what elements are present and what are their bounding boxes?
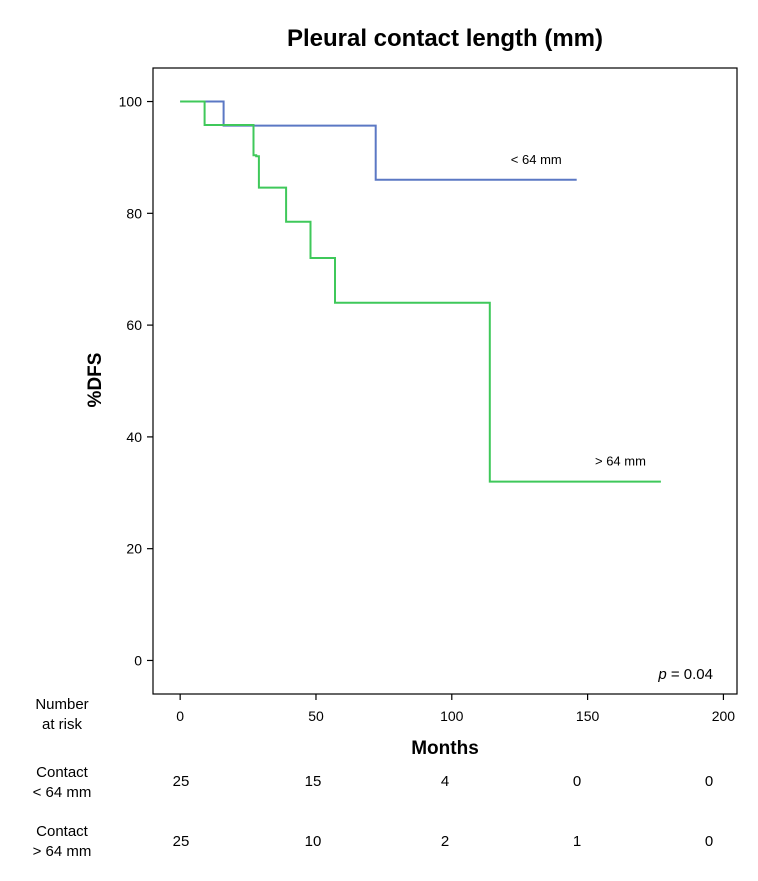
axes: 0 20 40 60 80 100 0 50 100 150 200 <box>119 94 736 724</box>
x-tick-label: 50 <box>308 708 324 724</box>
risk-header-line2: at risk <box>41 716 82 733</box>
y-tick-label: 40 <box>126 429 142 445</box>
risk-header-line1: Number <box>35 696 89 713</box>
risk-value: 0 <box>704 773 714 790</box>
risk-table-header: Number at risk <box>12 695 112 735</box>
risk-row-label-line2: < 64 mm <box>32 784 92 801</box>
x-tick-label: 150 <box>576 708 600 724</box>
risk-value: 10 <box>304 833 322 850</box>
risk-value: 25 <box>172 833 190 850</box>
p-value: = 0.04 <box>667 666 713 683</box>
survival-curves <box>180 100 661 483</box>
risk-row-label-line2: > 64 mm <box>32 843 92 860</box>
series-label-1: < 64 mm <box>511 152 562 167</box>
chart-title: Pleural contact length (mm) <box>287 25 603 52</box>
risk-row-label-line1: Contact <box>36 823 88 840</box>
p-symbol: p <box>657 666 666 683</box>
risk-row-label-2: Contact > 64 mm <box>12 822 112 862</box>
series-line-1 <box>180 100 577 181</box>
y-tick-label: 60 <box>126 317 142 333</box>
series-label-2: > 64 mm <box>595 454 646 469</box>
x-tick-label: 100 <box>440 708 464 724</box>
risk-value: 25 <box>172 773 190 790</box>
risk-value: 2 <box>440 833 450 850</box>
risk-row-label-line1: Contact <box>36 764 88 781</box>
risk-value: 0 <box>572 773 582 790</box>
p-value-annotation: p = 0.04 <box>657 666 713 683</box>
curve-labels: < 64 mm > 64 mm <box>511 152 646 469</box>
risk-value: 15 <box>304 773 322 790</box>
y-tick-label: 80 <box>126 205 142 221</box>
risk-value: 0 <box>704 833 714 850</box>
y-tick-label: 20 <box>126 541 142 557</box>
risk-value: 1 <box>572 833 582 850</box>
y-tick-label: 100 <box>119 94 143 110</box>
series-line-2 <box>180 100 661 483</box>
plot-frame <box>152 67 738 695</box>
x-axis-label: Months <box>411 738 479 759</box>
risk-row-label-1: Contact < 64 mm <box>12 763 112 803</box>
x-tick-label: 0 <box>176 708 184 724</box>
y-tick-label: 0 <box>134 652 142 668</box>
x-tick-label: 200 <box>712 708 736 724</box>
y-axis-label: %DFS <box>85 353 106 408</box>
risk-value: 4 <box>440 773 450 790</box>
